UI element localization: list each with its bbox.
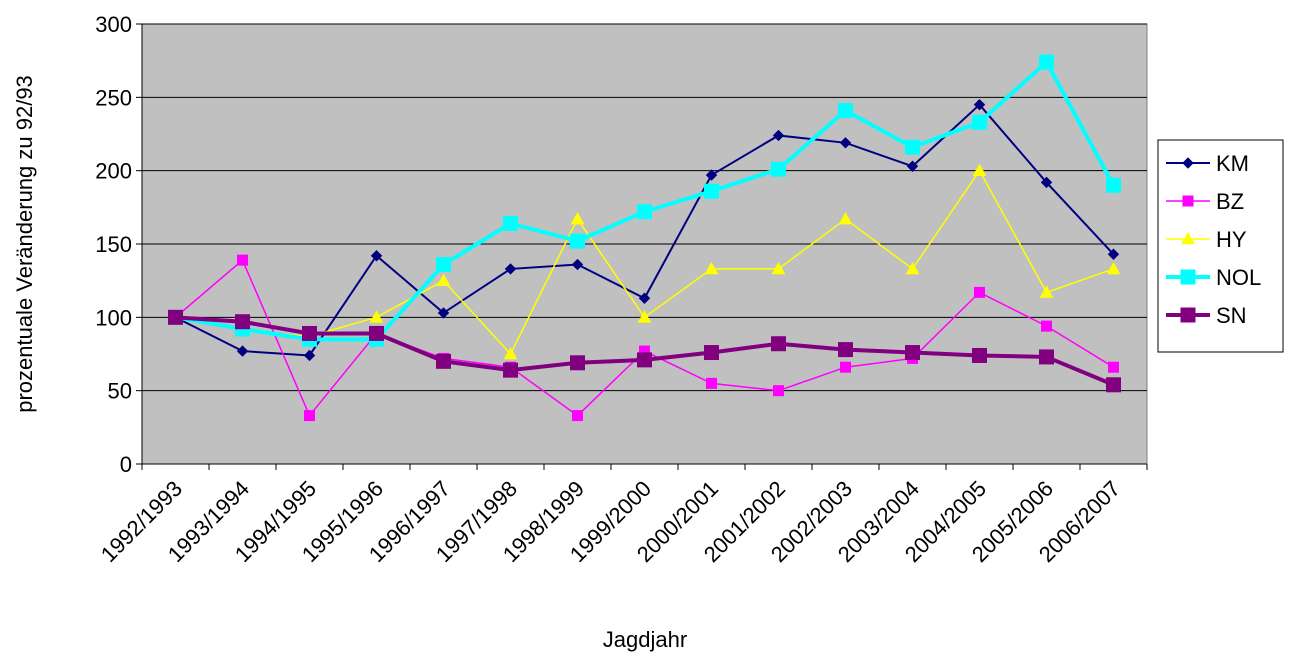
- data-point: [504, 263, 517, 275]
- data-point: [503, 362, 518, 378]
- data-point: [771, 161, 786, 177]
- data-point: [570, 233, 585, 249]
- data-point: [1181, 231, 1195, 245]
- data-point: [570, 355, 585, 371]
- series-sn: [168, 309, 1121, 393]
- data-point: [972, 347, 987, 363]
- data-point: [436, 353, 451, 369]
- legend-label: SN: [1216, 303, 1247, 328]
- data-point: [369, 310, 384, 323]
- data-point: [1180, 307, 1196, 323]
- y-tick-label: 200: [95, 159, 132, 184]
- data-point: [168, 309, 183, 325]
- data-point: [840, 361, 851, 373]
- legend-label: KM: [1216, 151, 1249, 176]
- data-point: [704, 345, 719, 361]
- data-point: [705, 169, 718, 181]
- data-point: [1180, 269, 1196, 285]
- data-point: [905, 345, 920, 361]
- data-point: [972, 163, 987, 176]
- data-point: [1039, 349, 1054, 365]
- y-tick-label: 150: [95, 232, 132, 257]
- data-point: [1040, 176, 1053, 189]
- data-point: [302, 325, 317, 341]
- legend: KM BZ HY NOL SN: [1157, 139, 1284, 353]
- data-point: [1182, 157, 1194, 169]
- data-point: [436, 273, 451, 286]
- data-point: [237, 254, 248, 266]
- legend-item-sn: SN: [1166, 303, 1247, 328]
- data-point: [637, 204, 652, 220]
- data-point: [771, 261, 786, 275]
- data-point: [436, 257, 451, 273]
- data-point: [637, 310, 652, 323]
- data-point: [704, 261, 719, 275]
- legend-label: HY: [1216, 227, 1247, 252]
- x-axis-title: Jagdjahr: [603, 627, 687, 652]
- data-point: [704, 183, 719, 199]
- axes: [136, 23, 1148, 470]
- legend-item-nol: NOL: [1166, 265, 1261, 290]
- y-tick-label: 50: [108, 379, 132, 404]
- y-tick-label: 250: [95, 85, 132, 110]
- legend-item-bz: BZ: [1166, 189, 1244, 214]
- legend-label: NOL: [1216, 265, 1261, 290]
- y-tick-label: 300: [95, 12, 132, 37]
- data-point: [838, 103, 853, 119]
- data-point: [303, 349, 316, 362]
- data-point: [236, 345, 249, 357]
- data-point: [1182, 195, 1194, 207]
- data-point: [1106, 377, 1121, 393]
- data-point: [1106, 177, 1121, 193]
- data-point: [772, 129, 785, 142]
- data-point: [637, 352, 652, 368]
- series-hy: [168, 163, 1121, 360]
- data-point: [638, 292, 651, 304]
- legend-item-hy: HY: [1166, 227, 1247, 252]
- data-point: [370, 250, 383, 262]
- data-point: [706, 377, 717, 389]
- data-point: [1041, 320, 1052, 332]
- data-point: [906, 160, 919, 172]
- y-tick-label: 100: [95, 305, 132, 330]
- data-point: [973, 98, 986, 111]
- data-point: [437, 307, 450, 319]
- data-point: [1039, 54, 1054, 70]
- data-point: [838, 212, 853, 225]
- legend-item-km: KM: [1166, 151, 1249, 176]
- legend-items: KM BZ HY NOL SN: [1166, 151, 1261, 328]
- legend-label: BZ: [1216, 189, 1244, 214]
- data-point: [839, 137, 852, 149]
- gridlines: [142, 23, 1147, 392]
- data-point: [1039, 285, 1054, 298]
- data-point: [503, 215, 518, 231]
- data-point: [1108, 361, 1119, 373]
- data-point: [838, 342, 853, 358]
- data-point: [572, 410, 583, 422]
- y-tick-label: 0: [120, 452, 132, 477]
- data-point: [571, 258, 584, 271]
- data-point: [1107, 248, 1120, 260]
- data-point: [771, 336, 786, 352]
- data-point: [235, 314, 250, 330]
- data-point: [1106, 261, 1121, 275]
- y-axis-title: prozentuale Veränderung zu 92/93: [12, 75, 37, 413]
- data-point: [369, 325, 384, 341]
- data-point: [905, 139, 920, 155]
- data-point: [773, 385, 784, 397]
- data-point: [503, 346, 518, 360]
- data-point: [974, 286, 985, 298]
- data-point: [972, 114, 987, 130]
- series-group: [168, 54, 1121, 422]
- data-point: [905, 261, 920, 275]
- data-point: [304, 410, 315, 422]
- data-point: [570, 212, 585, 225]
